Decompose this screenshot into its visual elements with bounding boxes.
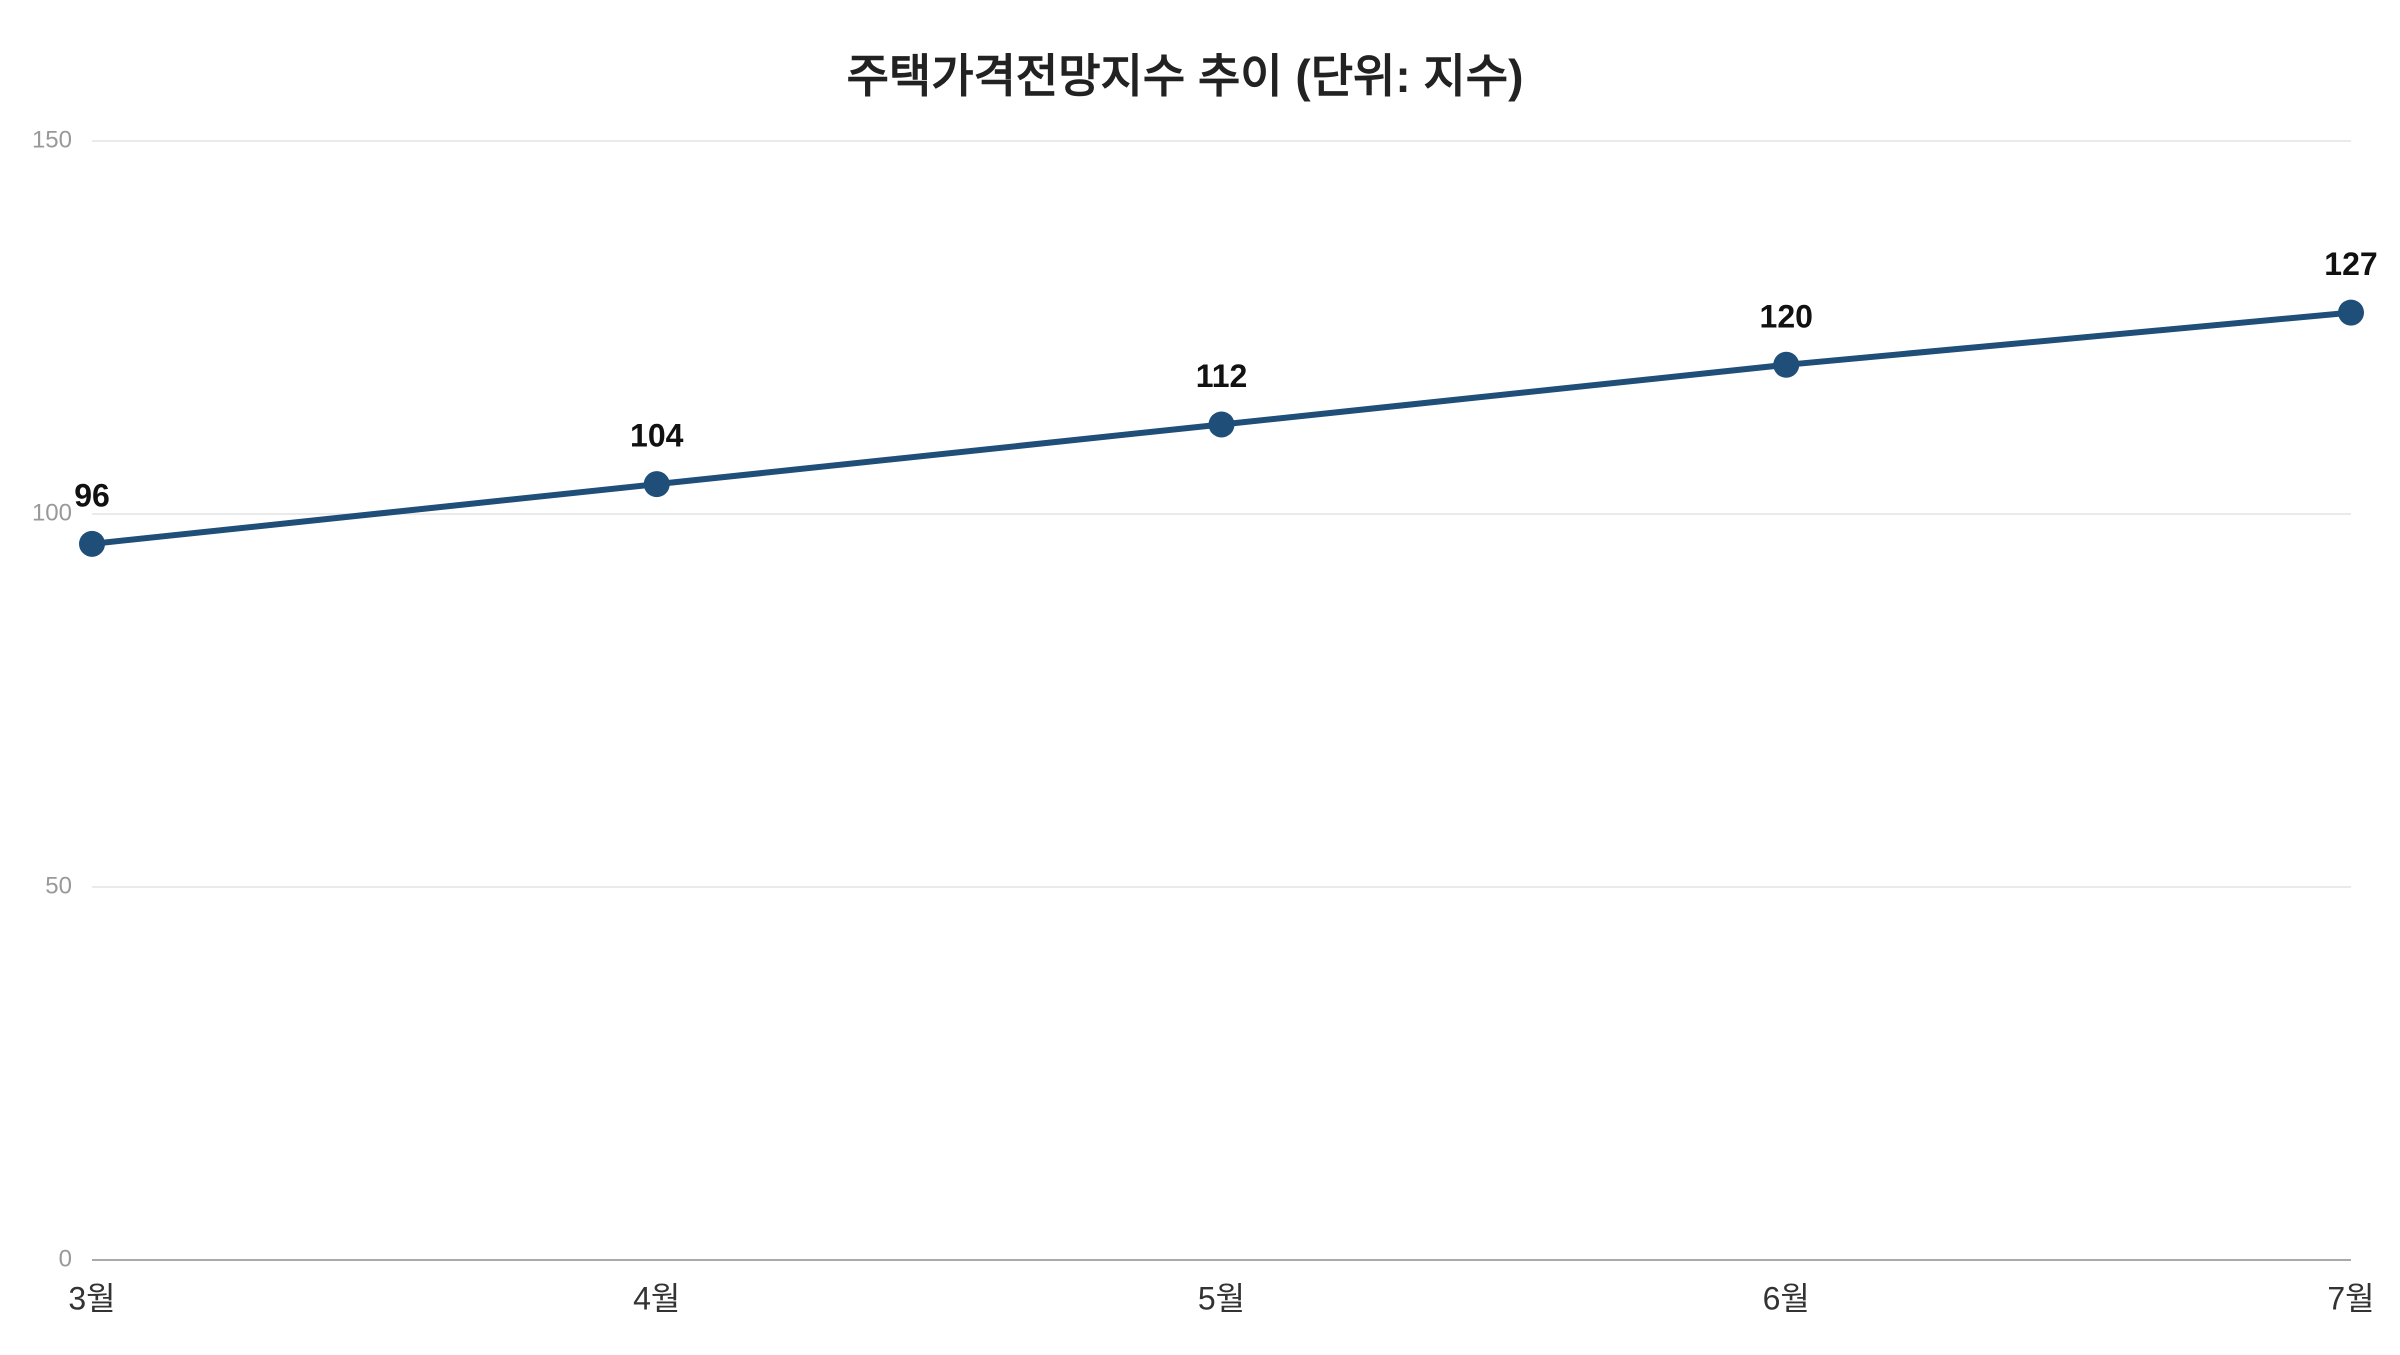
y-tick-label: 50	[45, 872, 72, 899]
point	[2338, 299, 2364, 326]
data-label: 120	[1760, 298, 1813, 334]
x-tick-label: 7월	[2327, 1280, 2374, 1316]
y-tick-label: 0	[59, 1245, 72, 1272]
point	[1773, 351, 1800, 378]
y-tick-label: 100	[32, 499, 72, 526]
x-tick-label: 6월	[1763, 1280, 1810, 1316]
x-tick-label: 5월	[1198, 1280, 1245, 1316]
chart-title: 주택가격전망지수 추이 (단위: 지수)	[847, 50, 1524, 102]
data-label: 127	[2324, 246, 2377, 282]
x-tick-label: 4월	[633, 1280, 680, 1316]
data-label: 104	[630, 418, 684, 454]
point	[643, 471, 670, 498]
point	[79, 530, 105, 557]
y-tick-label: 150	[32, 126, 72, 153]
x-tick-label: 3월	[68, 1280, 115, 1316]
data-label: 112	[1196, 358, 1248, 394]
data-label: 96	[74, 477, 110, 513]
point	[1208, 411, 1235, 438]
